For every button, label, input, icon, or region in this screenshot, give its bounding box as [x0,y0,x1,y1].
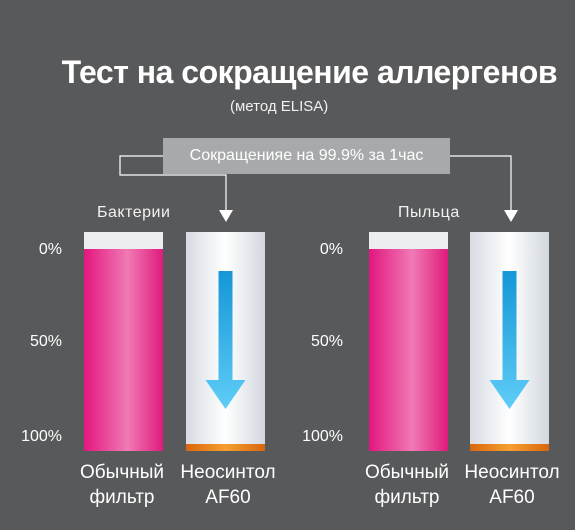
y-tick-50-left: 50% [29,333,62,350]
x-label-af60-left: Неосинтол AF60 [173,460,283,510]
connector-arrowhead-right [504,210,518,222]
bar-standard-filter [84,249,163,451]
x-label-line: Неосинтол [464,462,560,483]
x-label-line: AF60 [205,487,251,508]
y-tick-100-right: 100% [302,428,343,445]
reduction-arrow [489,271,530,409]
bar-af60-residue [186,444,265,451]
category-label-pollen: Пыльца [398,204,460,221]
bar-standard-filter [369,249,448,451]
y-tick-100-left: 100% [21,428,62,445]
x-label-line: AF60 [489,487,535,508]
x-label-line: Обычный [80,462,164,483]
x-label-line: фильтр [89,487,155,508]
x-label-line: фильтр [374,487,440,508]
chart-title: Тест на сокращение аллергенов [61,54,558,90]
reduction-arrow [205,271,246,409]
x-label-line: Обычный [365,462,449,483]
y-tick-0-right: 0% [319,241,343,258]
connector-arrowhead-left [219,210,233,222]
connector-line-right [450,155,512,210]
x-label-standard-filter-right: Обычный фильтр [352,460,462,510]
x-label-line: Неосинтол [180,462,276,483]
connector-line-left [119,155,227,210]
y-tick-50-right: 50% [310,333,343,350]
x-label-af60-right: Неосинтол AF60 [457,460,567,510]
y-tick-0-left: 0% [38,241,62,258]
x-label-standard-filter-left: Обычный фильтр [67,460,177,510]
bar-af60-residue [470,444,549,451]
chart-subtitle: (метод ELISA) [230,98,329,115]
reduction-callout: Сокращенияе на 99.9% за 1час [163,138,450,174]
category-label-bacteria: Бактерии [97,204,171,221]
